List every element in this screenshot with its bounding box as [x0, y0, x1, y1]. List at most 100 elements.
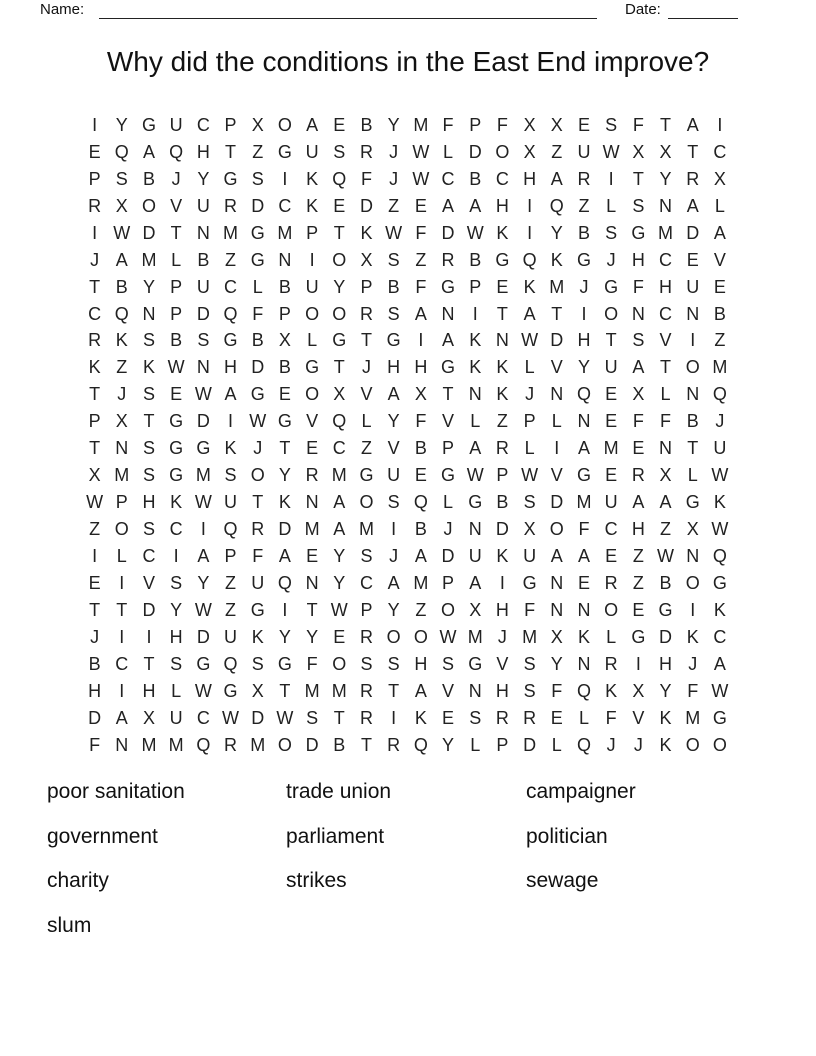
grid-letter: S [387, 492, 400, 513]
grid-letter: L [361, 411, 372, 432]
grid-letter: X [278, 330, 291, 351]
grid-letter: J [579, 276, 589, 297]
grid-letter: R [224, 734, 238, 755]
grid-letter: T [551, 303, 563, 324]
grid-letter: W [657, 545, 675, 566]
grid-letter: I [391, 707, 397, 728]
grid-letter: R [387, 734, 401, 755]
grid-letter: N [686, 303, 700, 324]
grid-letter: B [360, 114, 373, 135]
grid-letter: A [469, 195, 482, 216]
grid-letter: A [523, 303, 536, 324]
grid-letter: A [197, 545, 210, 566]
grid-letter: N [577, 411, 591, 432]
grid-letter: X [659, 465, 672, 486]
grid-letter: G [305, 357, 320, 378]
grid-letter: T [306, 599, 318, 620]
grid-letter: T [660, 357, 672, 378]
grid-letter: O [277, 114, 292, 135]
grid-letter: I [717, 114, 723, 135]
grid-letter: G [223, 680, 238, 701]
grid-letter: Q [223, 303, 238, 324]
grid-letter: B [414, 519, 427, 540]
grid-letter: K [523, 276, 536, 297]
grid-letter: D [196, 626, 210, 647]
grid-letter: E [605, 465, 618, 486]
grid-letter: B [142, 168, 155, 189]
grid-letter: A [333, 492, 346, 513]
grid-letter: M [331, 465, 347, 486]
grid-letter: T [89, 599, 101, 620]
grid-letter: E [414, 195, 427, 216]
grid-letter: W [222, 707, 240, 728]
grid-letter: A [686, 195, 699, 216]
grid-letter: Z [388, 195, 400, 216]
grid-letter: H [414, 357, 428, 378]
grid-letter: X [550, 626, 563, 647]
grid-letter: L [524, 438, 535, 459]
grid-letter: R [523, 707, 537, 728]
grid-letter: F [360, 168, 372, 189]
grid-letter: W [194, 680, 212, 701]
grid-letter: D [686, 222, 700, 243]
grid-letter: K [306, 195, 319, 216]
grid-letter: I [635, 653, 641, 674]
grid-letter: D [550, 492, 564, 513]
grid-letter: A [550, 168, 563, 189]
grid-letter: K [605, 680, 618, 701]
grid-letter: N [577, 599, 591, 620]
grid-letter: P [442, 438, 455, 459]
grid-letter: S [251, 653, 264, 674]
grid-letter: V [632, 707, 645, 728]
grid-letter: W [602, 141, 620, 162]
grid-letter: G [196, 653, 211, 674]
grid-letter: U [169, 707, 183, 728]
grid-letter: Q [332, 168, 347, 189]
grid-letter: H [523, 168, 537, 189]
grid-letter: W [466, 222, 484, 243]
grid-letter: Y [659, 680, 672, 701]
grid-letter: Y [278, 626, 291, 647]
grid-letter: S [170, 572, 183, 593]
grid-letter: R [359, 707, 373, 728]
grid-letter: I [282, 599, 288, 620]
grid-letter: S [469, 707, 482, 728]
grid-letter: S [306, 707, 319, 728]
grid-letter: U [196, 195, 210, 216]
grid-letter: F [306, 653, 318, 674]
grid-letter: W [194, 599, 212, 620]
grid-letter: Q [712, 384, 727, 405]
grid-letter: O [685, 357, 700, 378]
grid-letter: C [604, 519, 618, 540]
grid-letter: G [223, 168, 238, 189]
grid-letter: I [200, 519, 206, 540]
grid-letter: G [685, 492, 700, 513]
word-bank-item: strikes [286, 869, 347, 893]
grid-letter: O [359, 492, 374, 513]
grid-letter: E [333, 195, 346, 216]
grid-letter: T [687, 438, 699, 459]
grid-letter: L [606, 195, 617, 216]
grid-letter: Z [632, 545, 644, 566]
grid-letter: C [495, 168, 509, 189]
grid-letter: B [278, 276, 291, 297]
grid-letter: U [468, 545, 482, 566]
grid-letter: X [333, 384, 346, 405]
grid-letter: B [251, 330, 264, 351]
grid-letter: K [306, 168, 319, 189]
grid-letter: N [468, 519, 482, 540]
grid-letter: L [470, 411, 481, 432]
grid-letter: U [224, 626, 238, 647]
grid-letter: S [523, 680, 536, 701]
grid-letter: S [142, 330, 155, 351]
grid-letter: N [278, 249, 292, 270]
grid-letter: O [604, 599, 619, 620]
grid-letter: B [469, 168, 482, 189]
grid-letter: Y [278, 465, 291, 486]
grid-letter: F [415, 276, 427, 297]
grid-letter: S [387, 249, 400, 270]
grid-letter: Z [225, 572, 237, 593]
grid-letter: I [391, 519, 397, 540]
grid-letter: G [441, 276, 456, 297]
grid-letter: R [604, 653, 618, 674]
